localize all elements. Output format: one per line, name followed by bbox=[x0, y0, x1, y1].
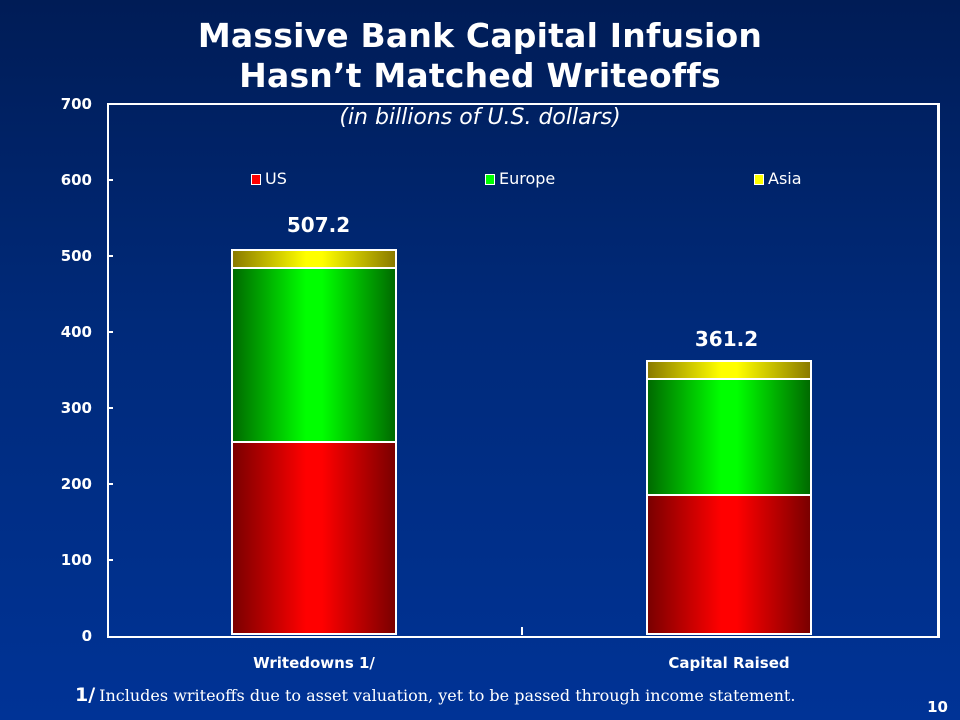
x-tick-mark bbox=[521, 627, 523, 635]
x-category-label-capital: Capital Raised bbox=[668, 654, 790, 672]
y-tick-label-700: 700 bbox=[60, 95, 92, 113]
footnote: 1/Includes writeoffs due to asset valuat… bbox=[75, 684, 795, 707]
bar-total-label-writedowns: 507.2 bbox=[286, 213, 351, 237]
bar-writedowns bbox=[231, 249, 397, 635]
bar-total-label-capital: 361.2 bbox=[694, 327, 759, 351]
bar-segment-asia bbox=[231, 249, 397, 269]
legend-swatch-europe bbox=[485, 173, 495, 185]
legend-swatch-us bbox=[251, 173, 261, 185]
y-tick-label-200: 200 bbox=[60, 475, 92, 493]
plot-area bbox=[107, 103, 940, 638]
bar-segment-us bbox=[231, 441, 397, 635]
chart-title: Massive Bank Capital Infusion Hasn’t Mat… bbox=[0, 16, 960, 96]
page-number: 10 bbox=[927, 698, 948, 716]
y-tick-label-500: 500 bbox=[60, 247, 92, 265]
legend-label-asia: Asia bbox=[768, 169, 802, 188]
bar-segment-europe bbox=[646, 378, 812, 496]
y-tick-mark bbox=[107, 255, 113, 257]
bar-segment-asia bbox=[646, 360, 812, 380]
y-tick-label-400: 400 bbox=[60, 323, 92, 341]
y-tick-mark bbox=[107, 483, 113, 485]
bar-segment-europe bbox=[231, 267, 397, 443]
chart-title-line-1: Massive Bank Capital Infusion bbox=[197, 16, 763, 55]
chart-subtitle: (in billions of U.S. dollars) bbox=[339, 105, 621, 130]
legend-item-us: US bbox=[251, 170, 287, 188]
footnote-text: Includes writeoffs due to asset valuatio… bbox=[99, 686, 796, 705]
y-tick-label-300: 300 bbox=[60, 399, 92, 417]
legend-swatch-asia bbox=[754, 173, 764, 185]
y-tick-label-100: 100 bbox=[60, 551, 92, 569]
footnote-marker: 1/ bbox=[75, 684, 96, 706]
y-tick-mark bbox=[107, 559, 113, 561]
legend-label-europe: Europe bbox=[499, 169, 556, 188]
legend-label-us: US bbox=[265, 169, 287, 188]
chart-title-line-2: Hasn’t Matched Writeoffs bbox=[239, 56, 721, 95]
x-category-label-writedowns: Writedowns 1/ bbox=[253, 654, 375, 672]
bar-capital-raised bbox=[646, 360, 812, 635]
legend-item-asia: Asia bbox=[754, 170, 802, 188]
y-tick-mark bbox=[107, 179, 113, 181]
bar-segment-us bbox=[646, 494, 812, 635]
y-tick-label-600: 600 bbox=[60, 171, 92, 189]
y-tick-label-0: 0 bbox=[81, 627, 92, 645]
legend-item-europe: Europe bbox=[485, 170, 555, 188]
y-tick-mark bbox=[107, 331, 113, 333]
y-tick-mark bbox=[107, 407, 113, 409]
